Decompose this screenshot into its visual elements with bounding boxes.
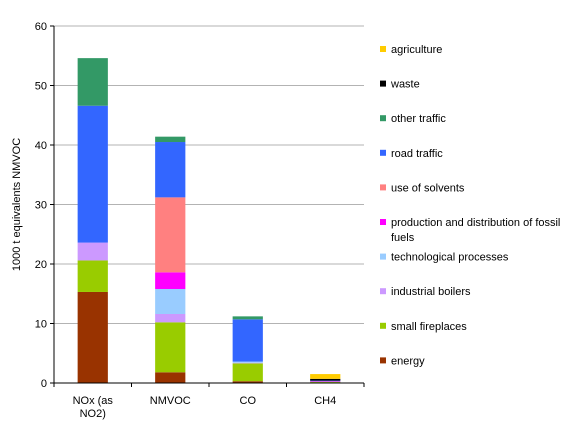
bar-segment-production-and-distribution-of-fossil-fuels bbox=[310, 381, 341, 382]
legend-entry: agriculture bbox=[391, 44, 442, 56]
bar-segment-small-fireplaces bbox=[155, 322, 186, 373]
bar-segment-energy bbox=[77, 291, 108, 383]
legend-entry: small fireplaces bbox=[391, 321, 467, 333]
bar-segment-industrial-boilers bbox=[155, 313, 186, 323]
x-tick-labels: NOx (as NO2) NMVOC CO CH4 bbox=[73, 395, 337, 420]
y-tick-label: 40 bbox=[35, 140, 47, 152]
bar-segment-road-traffic bbox=[155, 142, 186, 198]
legend-swatch bbox=[380, 149, 386, 156]
y-tick-label: 50 bbox=[35, 81, 47, 93]
legend-swatch bbox=[380, 357, 386, 364]
legend-swatch bbox=[380, 322, 386, 329]
y-axis-label: 1000 t equivalents NMVOC bbox=[11, 138, 23, 271]
bar-segment-road-traffic bbox=[77, 105, 108, 243]
bar-segment-energy bbox=[155, 372, 186, 383]
bar-segment-other-traffic bbox=[232, 316, 263, 320]
legend-swatch bbox=[380, 80, 386, 87]
bar-segment-technological-processes bbox=[232, 361, 263, 363]
legend-entry: industrial boilers bbox=[391, 286, 471, 298]
legend-entry: energy bbox=[391, 355, 425, 367]
bar-segment-production-and-distribution-of-fossil-fuels bbox=[155, 272, 186, 289]
legend-entry: waste bbox=[390, 79, 420, 91]
legend-entry: production and distribution of fossil fue… bbox=[391, 217, 560, 244]
legend-swatch bbox=[380, 46, 386, 52]
bar-segment-small-fireplaces bbox=[310, 381, 341, 383]
y-tick-label: 0 bbox=[41, 378, 47, 390]
legend-swatch bbox=[380, 219, 386, 225]
y-tick-labels: 0 10 20 30 40 50 60 bbox=[35, 21, 47, 390]
bar-segment-use-of-solvents bbox=[155, 197, 186, 273]
axes bbox=[50, 25, 365, 387]
legend-swatch bbox=[380, 184, 386, 191]
bar-segment-industrial-boilers bbox=[77, 242, 108, 261]
bar-segment-other-traffic bbox=[77, 58, 108, 106]
legend-swatch bbox=[380, 288, 386, 295]
bar-segment-energy bbox=[232, 381, 263, 383]
legend: agriculture waste other traffic road traffi… bbox=[380, 44, 560, 367]
legend-entry: other traffic bbox=[391, 113, 446, 125]
legend-swatch bbox=[380, 253, 386, 260]
y-tick-label: 30 bbox=[35, 200, 47, 212]
bar-segment-industrial-boilers bbox=[232, 362, 263, 364]
y-tick-label: 60 bbox=[35, 21, 47, 33]
x-tick-label: NOx (as NO2) bbox=[73, 395, 114, 420]
bar-segment-waste bbox=[310, 378, 341, 381]
legend-entry: use of solvents bbox=[391, 182, 465, 194]
x-tick-label: NMVOC bbox=[150, 395, 191, 407]
x-tick-label: CH4 bbox=[314, 395, 336, 407]
bar-segment-small-fireplaces bbox=[77, 260, 108, 292]
bar-segment-technological-processes bbox=[155, 288, 186, 314]
bars bbox=[77, 58, 341, 383]
bar-segment-agriculture bbox=[310, 374, 341, 379]
bar-segment-road-traffic bbox=[232, 319, 263, 362]
bar-segment-road-traffic bbox=[310, 380, 341, 382]
y-tick-label: 10 bbox=[35, 319, 47, 331]
legend-swatch bbox=[380, 115, 386, 122]
legend-entry: road traffic bbox=[391, 148, 443, 160]
y-tick-label: 20 bbox=[35, 259, 47, 271]
x-tick-label: CO bbox=[240, 395, 257, 407]
bar-segment-small-fireplaces bbox=[232, 363, 263, 382]
bar-segment-other-traffic bbox=[155, 136, 186, 143]
legend-entry: technological processes bbox=[391, 252, 509, 264]
